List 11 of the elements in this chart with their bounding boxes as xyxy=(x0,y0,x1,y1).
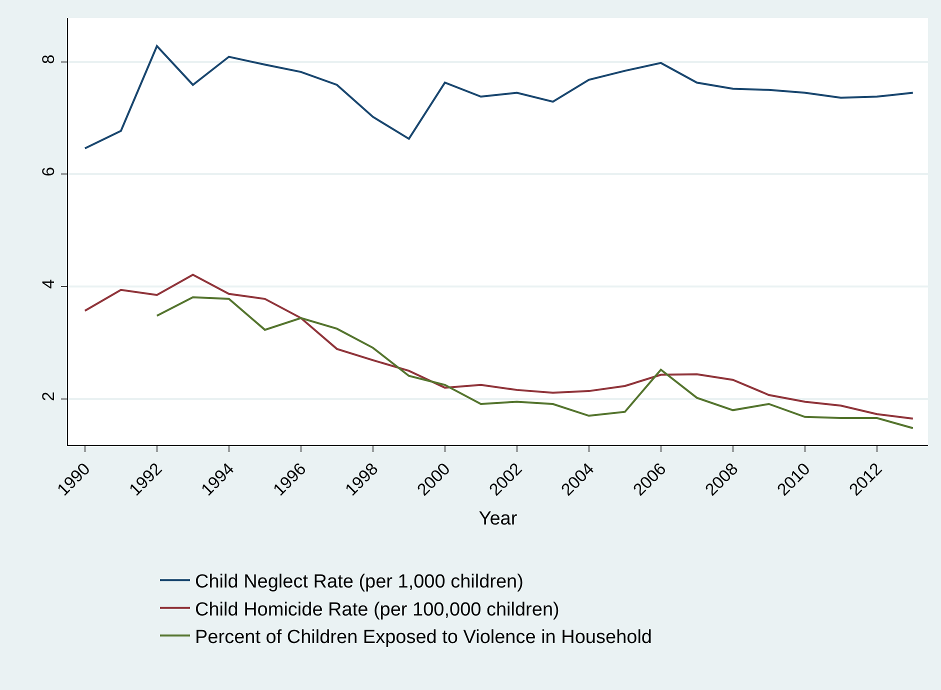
line-series xyxy=(156,296,914,430)
line-series xyxy=(84,45,914,150)
line-series xyxy=(84,274,914,420)
legend-label: Percent of Children Exposed to Violence in Household xyxy=(195,626,652,648)
x-axis-title: Year xyxy=(478,508,518,530)
legend-label: Child Neglect Rate (per 1,000 children) xyxy=(195,572,524,593)
y-tick-label: 2 xyxy=(39,392,58,402)
legend-label: Child Homicide Rate (per 100,000 children) xyxy=(195,599,560,620)
y-tick-label: 6 xyxy=(39,166,58,176)
y-tick-label: 8 xyxy=(39,54,58,64)
y-tick-label: 4 xyxy=(39,279,58,289)
